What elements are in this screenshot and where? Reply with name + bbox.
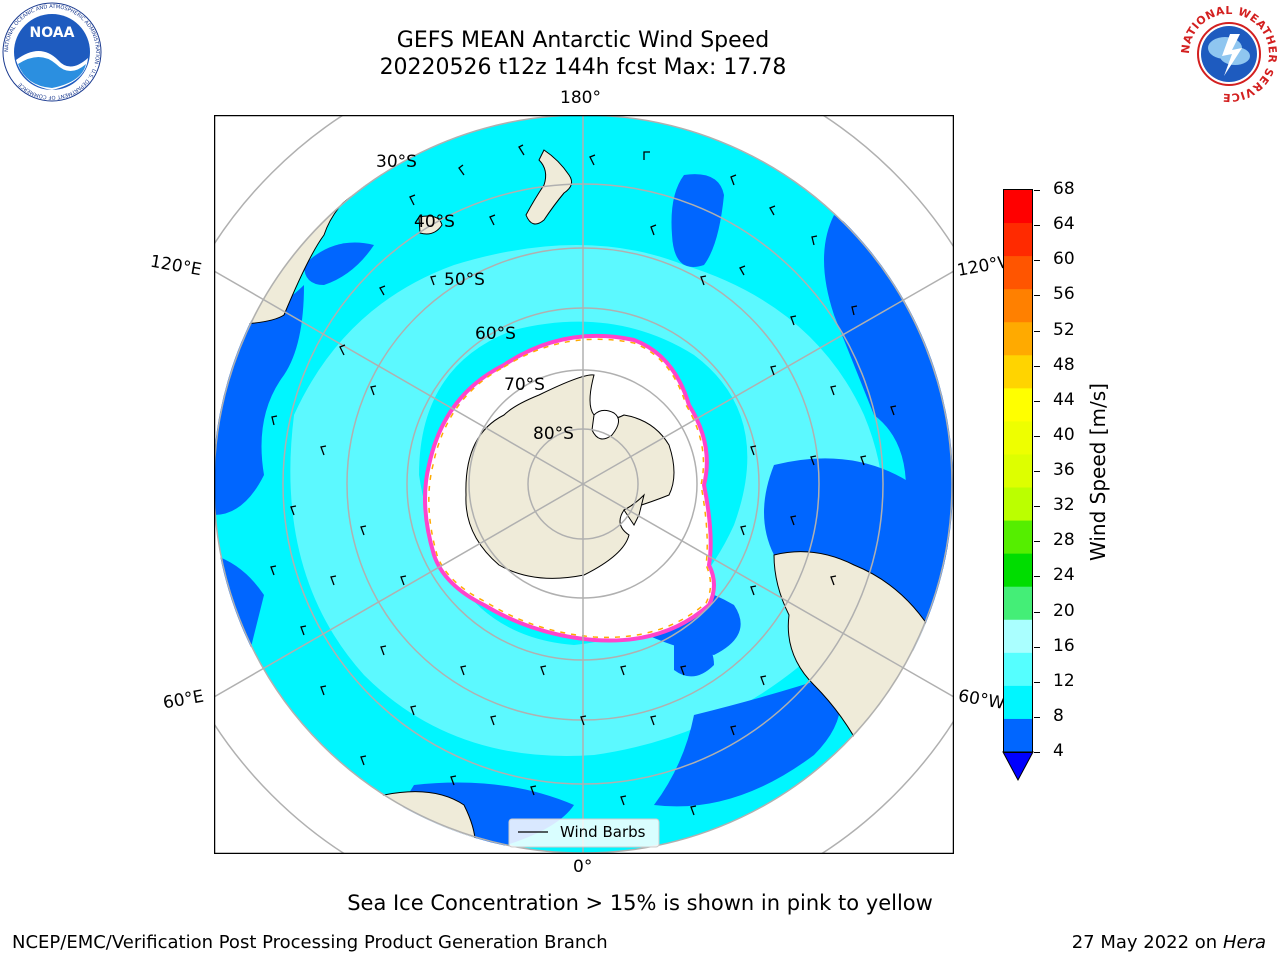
lon-label-60w: 60°W	[956, 686, 1007, 714]
colorbar-label: Wind Speed [m/s]	[1086, 383, 1110, 561]
colorbar-tick-label: 56	[1053, 284, 1075, 305]
colorbar-bin	[1004, 223, 1032, 257]
footer-left: NCEP/EMC/Verification Post Processing Pr…	[12, 932, 608, 953]
nws-logo: NATIONAL WEATHER SERVICE	[1179, 4, 1279, 104]
calm-area	[654, 675, 841, 807]
colorbar-tick-label: 4	[1053, 741, 1064, 761]
colorbar-tick-label: 64	[1053, 214, 1075, 235]
colorbar-tick-label: 12	[1053, 670, 1075, 691]
lon-label-120e: 120°E	[148, 251, 204, 281]
colorbar-tick-mark	[1034, 611, 1040, 613]
colorbar-tick-label: 32	[1053, 495, 1075, 516]
colorbar-tick-label: 36	[1053, 460, 1075, 480]
colorbar-bin	[1004, 520, 1032, 555]
colorbar-tick-label: 8	[1053, 705, 1064, 726]
lat-label-40s: 40°S	[414, 212, 455, 232]
colorbar-tick-label: 24	[1053, 565, 1075, 586]
colorbar-tick-mark	[1034, 260, 1040, 262]
colorbar-bin	[1004, 685, 1032, 720]
colorbar-tick-mark	[1034, 190, 1040, 191]
lon-label-60e: 60°E	[161, 686, 206, 714]
lon-label-180: 180°	[560, 88, 601, 108]
colorbar-tick-mark	[1034, 646, 1040, 648]
colorbar-bin	[1004, 487, 1032, 522]
colorbar-tick-label: 28	[1053, 530, 1075, 551]
lon-label-0: 0°	[573, 857, 593, 877]
sea-ice-caption: Sea Ice Concentration > 15% is shown in …	[347, 891, 933, 915]
lat-label-80s: 80°S	[533, 424, 574, 444]
longitude-gridlines	[214, 115, 954, 854]
colorbar-tick-mark	[1034, 295, 1040, 297]
legend: Wind Barbs	[508, 818, 660, 848]
colorbar-tick-mark	[1034, 716, 1040, 718]
colorbar	[1002, 189, 1034, 782]
colorbar-tick-mark	[1034, 576, 1040, 578]
colorbar-tick-mark	[1034, 541, 1040, 543]
calm-area	[824, 215, 953, 575]
colorbar-bin	[1004, 553, 1032, 588]
lat-label-30s: 30°S	[376, 152, 417, 172]
colorbar-tick-mark	[1034, 681, 1040, 683]
chart-title-line2: 20220526 t12z 144h fcst Max: 17.78	[379, 55, 787, 80]
lat-label-50s: 50°S	[444, 270, 485, 290]
colorbar-bin	[1004, 256, 1032, 290]
colorbar-tick-label: 68	[1053, 179, 1075, 199]
calm-area	[304, 242, 374, 285]
colorbar-ticks: 68 64 60 56 52 48 44 40 36 32 28 24 20 16 12 8 4	[1034, 179, 1094, 786]
colorbar-tick-mark	[1034, 330, 1040, 332]
colorbar-bin	[1004, 388, 1032, 422]
noaa-logo-name: NOAA	[30, 25, 75, 41]
polar-map: Wind Barbs	[214, 115, 954, 854]
colorbar-tick-label: 60	[1053, 249, 1075, 270]
sea-ice-edge	[423, 333, 716, 643]
colorbar-tick-mark	[1034, 506, 1040, 508]
colorbar-bin	[1004, 586, 1032, 621]
footer-date: 27 May 2022 on	[1071, 932, 1218, 953]
colorbar-tick-mark	[1034, 435, 1040, 437]
colorbar-tick-label: 20	[1053, 600, 1075, 621]
colorbar-tick-mark	[1034, 225, 1040, 227]
colorbar-tick-mark	[1034, 400, 1040, 402]
lat-label-60s: 60°S	[475, 324, 516, 344]
lat-label-70s: 70°S	[504, 375, 545, 395]
colorbar-tick-mark	[1034, 365, 1040, 367]
colorbar-bin	[1004, 718, 1032, 753]
colorbar-tick-label: 44	[1053, 389, 1075, 410]
footer-host: Hera	[1222, 932, 1266, 953]
colorbar-tick-label: 52	[1053, 319, 1075, 340]
colorbar-bin	[1004, 190, 1032, 224]
colorbar-tick-label: 16	[1053, 635, 1075, 656]
legend-label: Wind Barbs	[560, 823, 646, 841]
colorbar-bin	[1004, 619, 1032, 654]
colorbar-bin	[1004, 322, 1032, 356]
colorbar-bin	[1004, 355, 1032, 389]
calm-area	[671, 174, 724, 267]
colorbar-tick-mark	[1034, 471, 1040, 472]
new-zealand-land	[525, 149, 573, 225]
footer-right: 27 May 2022 on Hera	[1072, 932, 1266, 953]
colorbar-bin	[1004, 652, 1032, 687]
colorbar-bin	[1004, 421, 1032, 455]
colorbar-tick-label: 40	[1053, 424, 1075, 445]
colorbar-bin	[1004, 289, 1032, 323]
colorbar-bin	[1004, 454, 1032, 489]
colorbar-tick-mark	[1034, 752, 1040, 753]
colorbar-under-arrow	[1002, 751, 1034, 782]
noaa-logo: NOAA NATIONAL OCEANIC AND ATMOSPHERIC AD…	[2, 2, 102, 102]
wind-barbs	[270, 144, 897, 816]
colorbar-tick-label: 48	[1053, 354, 1075, 375]
chart-title-line1: GEFS MEAN Antarctic Wind Speed	[396, 28, 770, 53]
